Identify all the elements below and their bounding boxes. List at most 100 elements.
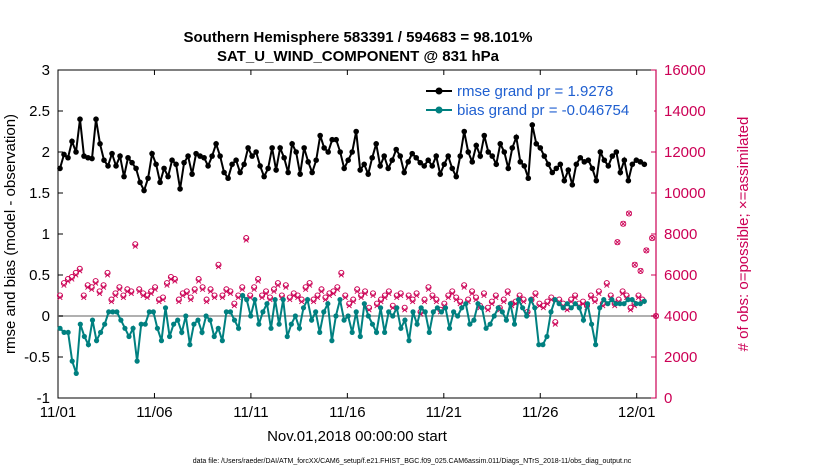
obs-assimilated-point xyxy=(469,290,475,297)
rmse-point xyxy=(113,163,119,169)
legend-rmse-label: rmse grand pr = 1.9278 xyxy=(457,83,613,100)
rmse-point xyxy=(497,141,504,147)
obs-assimilated-point xyxy=(489,301,495,307)
bias-point xyxy=(418,305,424,311)
rmse-point xyxy=(281,154,287,161)
bias-point xyxy=(223,309,229,315)
bias-point xyxy=(333,313,339,319)
bias-point xyxy=(126,333,132,340)
obs-assimilated-point xyxy=(552,321,558,327)
bias-point xyxy=(296,325,303,331)
rmse-point xyxy=(93,116,99,122)
rmse-point xyxy=(429,163,436,169)
y-tick-label: 0 xyxy=(42,308,50,325)
bias-point xyxy=(231,317,238,323)
rmse-point xyxy=(169,157,175,163)
rmse-point xyxy=(337,149,343,155)
bias-point xyxy=(524,313,530,319)
bias-point xyxy=(503,317,509,323)
rmse-point xyxy=(377,163,383,169)
rmse-point xyxy=(513,134,520,141)
bias-point xyxy=(548,309,554,315)
obs-assimilated-point xyxy=(57,294,63,301)
bias-point xyxy=(629,297,635,303)
bias-point xyxy=(487,321,493,327)
bias-point xyxy=(118,317,124,323)
rmse-point xyxy=(589,165,596,172)
bias-point xyxy=(499,309,505,315)
obs-assimilated-point xyxy=(342,294,348,301)
x-tick-label: 11/06 xyxy=(136,404,172,421)
y2-tick-label: 12000 xyxy=(664,144,706,161)
bias-point xyxy=(422,309,428,315)
bias-point xyxy=(609,297,615,303)
rmse-point xyxy=(293,149,299,155)
rmse-point xyxy=(641,161,648,168)
bias-point xyxy=(264,301,270,307)
rmse-point xyxy=(445,153,452,159)
bias-point xyxy=(410,309,416,315)
rmse-point xyxy=(529,122,536,128)
bias-point xyxy=(394,305,400,311)
rmse-point xyxy=(629,161,636,168)
obs-assimilated-point xyxy=(93,280,99,286)
obs-assimilated-point xyxy=(168,276,174,282)
obs-assimilated-point xyxy=(207,288,214,295)
bias-point xyxy=(280,297,286,303)
bias-point xyxy=(483,325,489,331)
rmse-point xyxy=(333,136,339,143)
rmse-point xyxy=(225,175,231,182)
obs-assimilated-point xyxy=(156,299,162,305)
bias-point xyxy=(528,297,534,303)
obs-assimilated-point xyxy=(358,294,364,301)
y-tick-label: 1 xyxy=(42,226,50,243)
bias-point xyxy=(593,342,599,348)
obs-assimilated-point xyxy=(592,299,598,305)
bias-point xyxy=(102,321,108,327)
obs-assimilated-point xyxy=(580,301,586,307)
obs-assimilated-point xyxy=(433,299,440,305)
obs-assimilated-point xyxy=(350,299,356,305)
chart-title: Southern Hemisphere 583391 / 594683 = 98… xyxy=(184,29,533,46)
rmse-point xyxy=(569,182,576,188)
rmse-point xyxy=(253,149,259,155)
rmse-point xyxy=(117,153,123,159)
rmse-point xyxy=(625,177,632,184)
rmse-point xyxy=(621,157,628,163)
rmse-point xyxy=(153,161,159,168)
rmse-point xyxy=(181,159,187,166)
bias-point xyxy=(414,321,420,327)
rmse-point xyxy=(121,173,127,180)
obs-assimilated-point xyxy=(211,294,218,301)
rmse-point xyxy=(593,177,600,184)
rmse-point xyxy=(73,149,79,155)
obs-assimilated-point xyxy=(505,290,511,297)
obs-assimilated-point xyxy=(251,286,257,292)
rmse-point xyxy=(557,161,564,168)
obs-assimilated-point xyxy=(295,294,301,301)
bias-point xyxy=(536,342,542,348)
rmse-point xyxy=(133,165,139,172)
bias-point xyxy=(556,301,562,307)
y2-tick-label: 0 xyxy=(664,390,672,407)
bias-point xyxy=(353,309,359,315)
bias-point xyxy=(434,305,440,311)
rmse-point xyxy=(585,157,592,163)
obs-possible-point xyxy=(637,267,644,274)
obs-assimilated-point xyxy=(540,305,547,311)
rmse-point xyxy=(617,169,624,176)
obs-assimilated-point xyxy=(501,299,507,305)
bias-point xyxy=(390,313,396,319)
obs-assimilated-point xyxy=(544,301,550,307)
rmse-point xyxy=(149,150,155,157)
bias-point xyxy=(430,309,436,315)
bias-point xyxy=(446,325,453,331)
obs-assimilated-point xyxy=(362,290,368,297)
rmse-point xyxy=(613,149,620,155)
obs-assimilated-point xyxy=(172,278,178,284)
bias-point xyxy=(451,309,457,315)
obs-assimilated-point xyxy=(596,290,602,297)
rmse-point xyxy=(565,167,572,173)
rmse-point xyxy=(165,173,171,180)
bias-point xyxy=(227,309,234,315)
